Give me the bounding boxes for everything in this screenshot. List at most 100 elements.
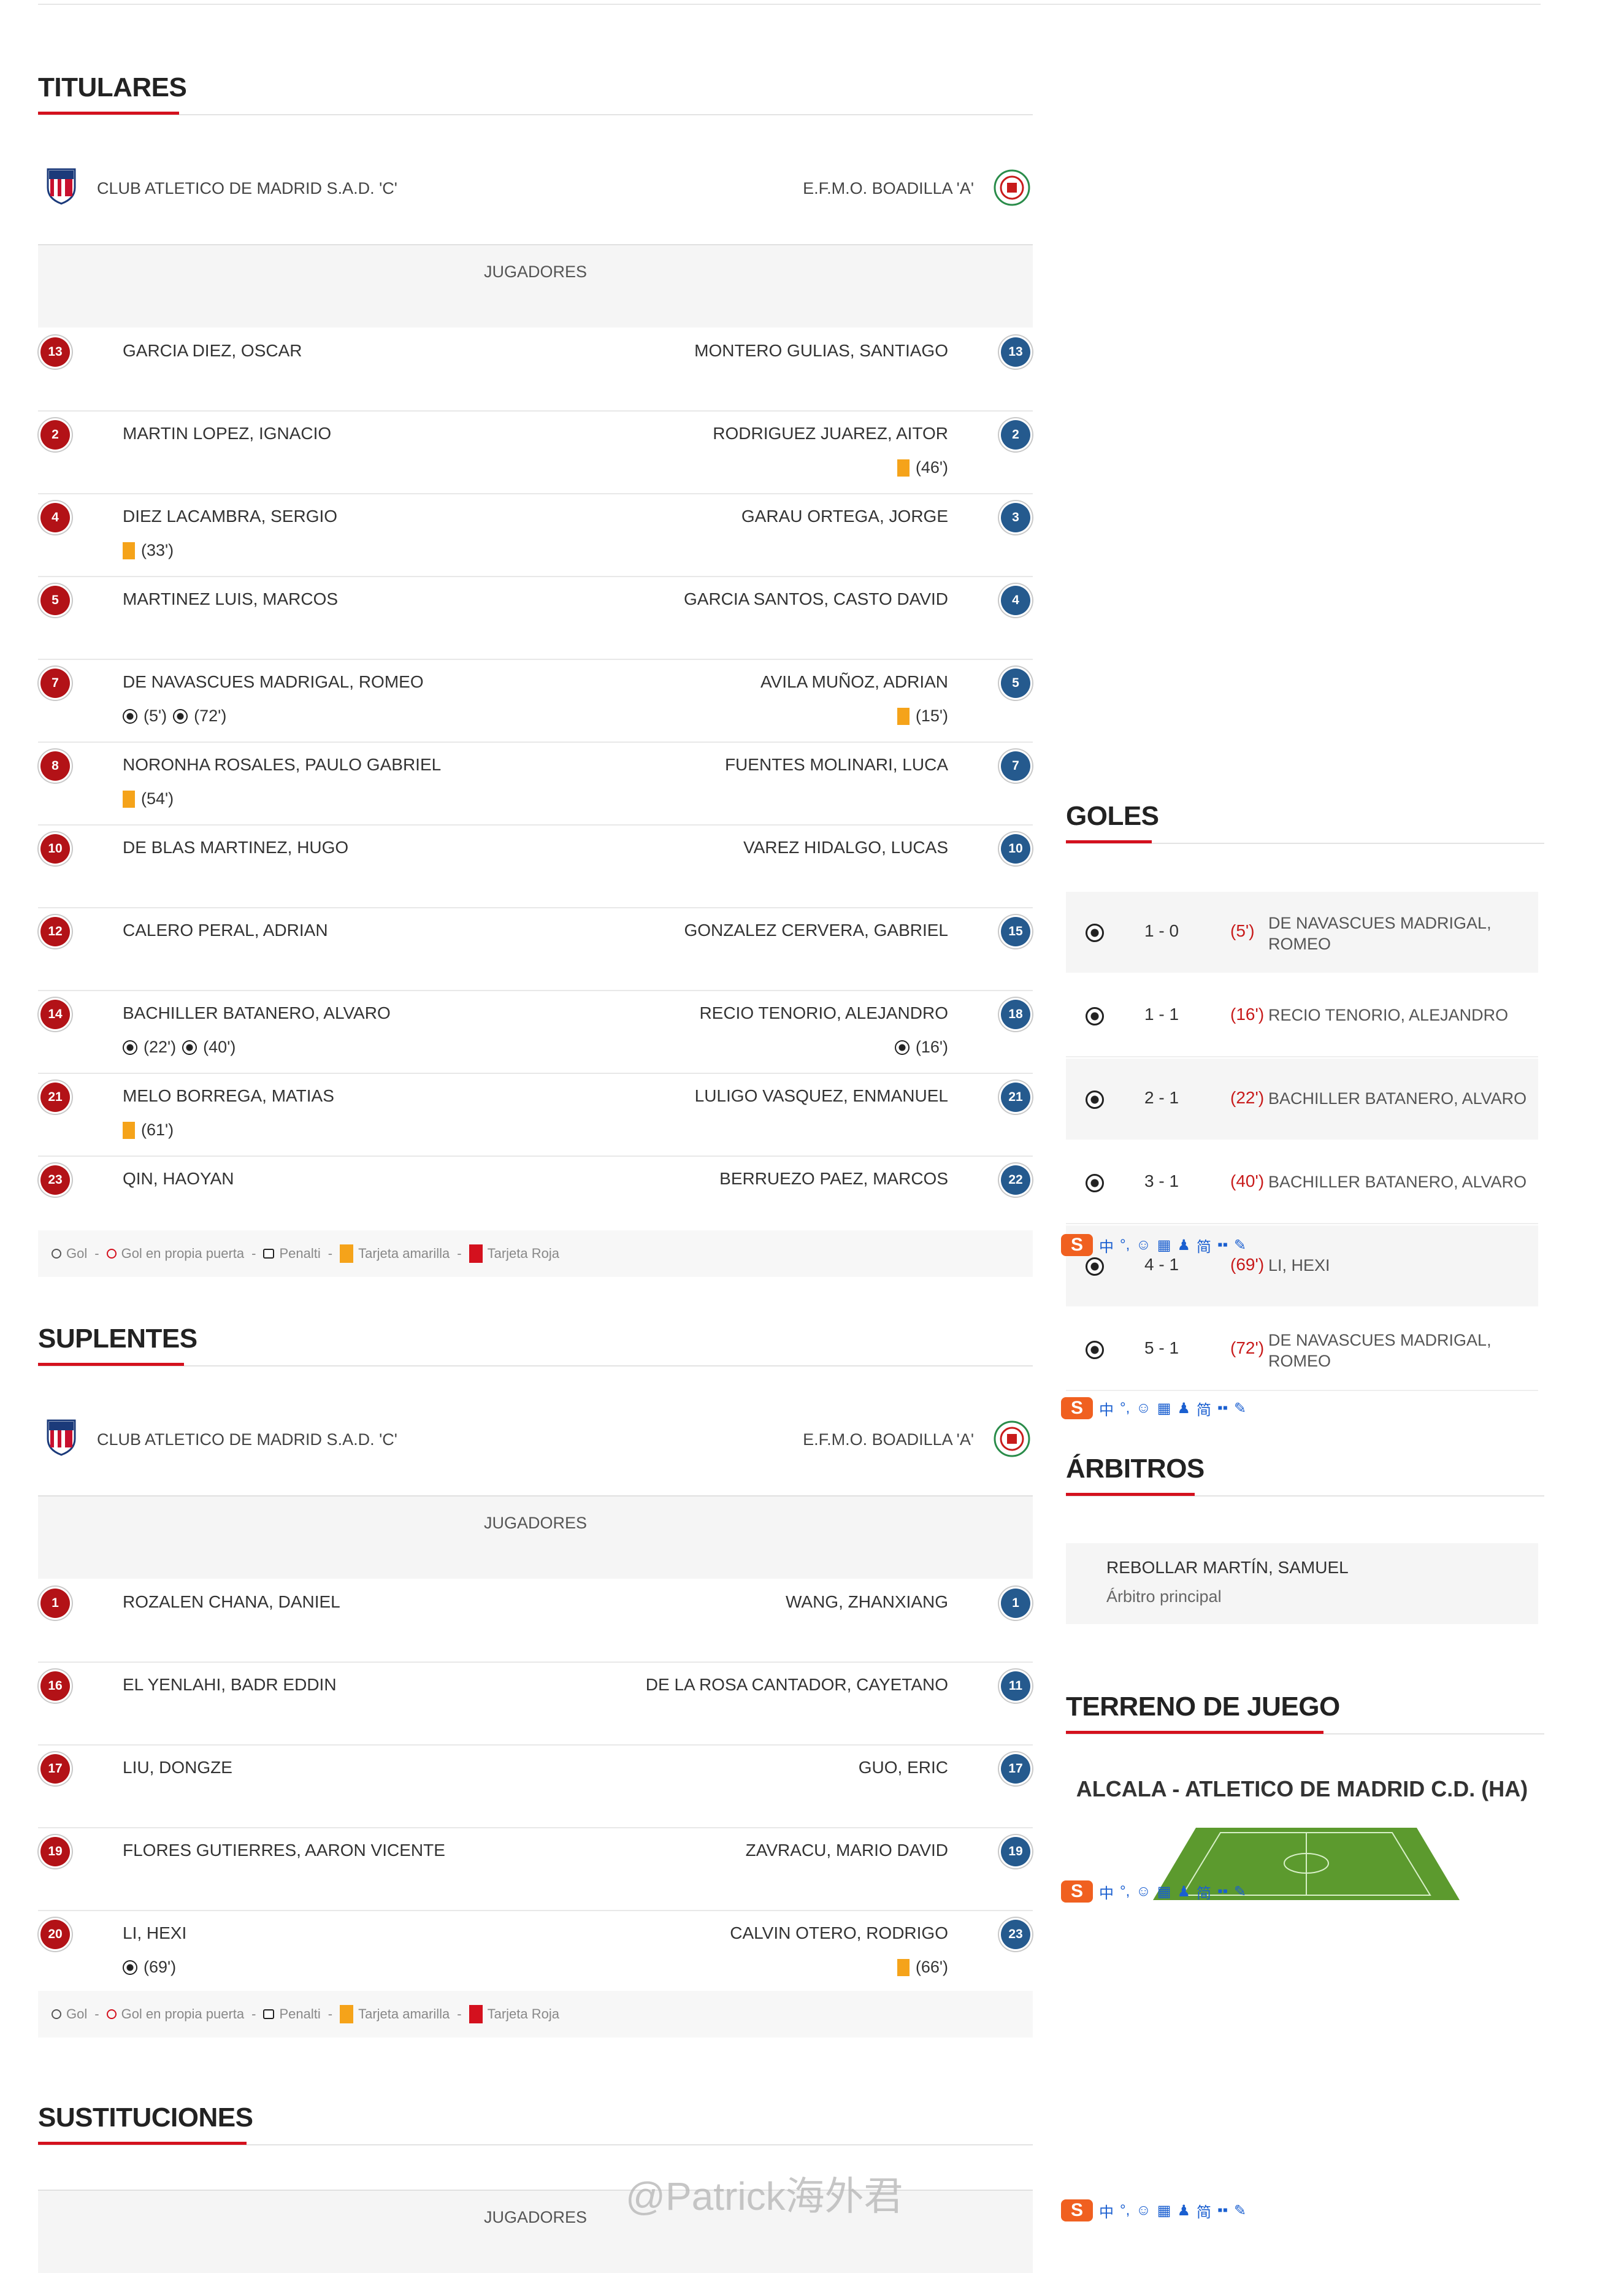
away-team-name[interactable]: E.F.M.O. BOADILLA 'A' — [803, 179, 974, 197]
home-player-name[interactable]: MELO BORREGA, MATIAS — [123, 1086, 334, 1105]
home-team-name[interactable]: CLUB ATLETICO DE MADRID S.A.D. 'C' — [97, 1430, 397, 1449]
away-shirt-number: 2 — [1001, 420, 1030, 450]
player-row: 1 ROZALEN CHANA, DANIEL WANG, ZHANXIANG 1 — [38, 1580, 1033, 1663]
ime-tool-icon[interactable]: 中 — [1099, 1885, 1114, 1902]
ime-tool-icon[interactable]: 简 — [1196, 1885, 1211, 1902]
ime-tool-icon[interactable]: 中 — [1099, 1401, 1114, 1419]
away-shirt-number: 19 — [1001, 1837, 1030, 1866]
ime-tool-icon[interactable]: ♟ — [1177, 1400, 1190, 1417]
away-player-name[interactable]: LULIGO VASQUEZ, ENMANUEL — [694, 1086, 948, 1105]
ime-logo-icon[interactable]: S — [1061, 1397, 1093, 1419]
ime-tool-icon[interactable]: ☺ — [1136, 1236, 1151, 1253]
home-player-name[interactable]: LIU, DONGZE — [123, 1758, 232, 1777]
ime-tool-icon[interactable]: ☺ — [1136, 1883, 1151, 1899]
home-player-name[interactable]: NORONHA ROSALES, PAULO GABRIEL — [123, 755, 442, 774]
away-player-name[interactable]: GUO, ERIC — [858, 1758, 948, 1777]
ime-logo-icon[interactable]: S — [1061, 1234, 1093, 1256]
away-player-name[interactable]: RODRIGUEZ JUAREZ, AITOR — [713, 424, 948, 443]
legend-label: Penalti — [279, 1246, 321, 1261]
away-player-name[interactable]: BERRUEZO PAEZ, MARCOS — [719, 1169, 948, 1188]
goal-ball-icon — [182, 1040, 197, 1055]
goal-scorer[interactable]: RECIO TENORIO, ALEJANDRO — [1268, 1006, 1509, 1024]
ime-tool-icon[interactable]: ☺ — [1136, 1400, 1151, 1416]
away-team-name[interactable]: E.F.M.O. BOADILLA 'A' — [803, 1430, 974, 1449]
ime-tool-icon[interactable]: 中 — [1099, 1238, 1114, 1255]
venue-name[interactable]: ALCALA - ATLETICO DE MADRID C.D. (HA) — [1076, 1776, 1528, 1801]
ime-tool-icon[interactable]: ✎ — [1234, 2202, 1247, 2219]
yellow-card-icon — [123, 790, 135, 808]
players-header-label: JUGADORES — [483, 2208, 588, 2226]
ime-toolbar[interactable]: S 中 °, ☺ ▦ ♟ 简 ▪▪ ✎ — [1061, 1396, 1246, 1420]
ime-logo-icon[interactable]: S — [1061, 1880, 1093, 1903]
goal-ball-icon — [1086, 1257, 1104, 1276]
goal-scorer[interactable]: BACHILLER BATANERO, ALVARO — [1268, 1173, 1527, 1191]
ime-tool-icon[interactable]: ✎ — [1234, 1883, 1247, 1900]
away-player-name[interactable]: GARAU ORTEGA, JORGE — [741, 507, 948, 526]
goal-scorer[interactable]: BACHILLER BATANERO, ALVARO — [1268, 1089, 1527, 1108]
event-minute: (69') — [144, 1958, 177, 1976]
ime-toolbar[interactable]: S 中 °, ☺ ▦ ♟ 简 ▪▪ ✎ — [1061, 2198, 1246, 2223]
away-player-name[interactable]: RECIO TENORIO, ALEJANDRO — [699, 1003, 948, 1022]
goal-scorer[interactable]: DE NAVASCUES MADRIGAL, ROMEO — [1268, 1331, 1492, 1370]
ime-tool-icon[interactable]: °, — [1120, 1400, 1130, 1416]
ime-tool-icon[interactable]: ♟ — [1177, 1236, 1190, 1254]
team-header-titulares: CLUB ATLETICO DE MADRID S.A.D. 'C' E.F.M… — [38, 153, 1033, 221]
ime-tool-icon[interactable]: ▪▪ — [1217, 1883, 1228, 1899]
away-player-name[interactable]: GONZALEZ CERVERA, GABRIEL — [684, 921, 949, 940]
ime-tool-icon[interactable]: ▪▪ — [1217, 1236, 1228, 1253]
home-player-name[interactable]: DE BLAS MARTINEZ, HUGO — [123, 838, 349, 857]
ime-tool-icon[interactable]: ☺ — [1136, 2202, 1151, 2218]
away-player-name[interactable]: WANG, ZHANXIANG — [786, 1592, 948, 1611]
ime-tool-icon[interactable]: 简 — [1196, 1401, 1211, 1419]
ime-toolbar[interactable]: S 中 °, ☺ ▦ ♟ 简 ▪▪ ✎ — [1061, 1879, 1246, 1904]
event-list: (33') — [123, 541, 174, 560]
home-player-name[interactable]: DIEZ LACAMBRA, SERGIO — [123, 507, 338, 526]
ime-tool-icon[interactable]: °, — [1120, 2202, 1130, 2218]
ime-logo-icon[interactable]: S — [1061, 2199, 1093, 2221]
home-player-name[interactable]: QIN, HAOYAN — [123, 1169, 234, 1188]
ime-tool-icon[interactable]: ▦ — [1157, 1883, 1171, 1900]
player-row: 17 LIU, DONGZE GUO, ERIC 17 — [38, 1746, 1033, 1828]
goal-scorer[interactable]: DE NAVASCUES MADRIGAL, ROMEO — [1268, 914, 1492, 953]
ime-tool-icon[interactable]: ▪▪ — [1217, 1400, 1228, 1416]
away-player-name[interactable]: FUENTES MOLINARI, LUCA — [724, 755, 948, 774]
ime-tool-icon[interactable]: ✎ — [1234, 1400, 1247, 1417]
away-player-name[interactable]: ZAVRACU, MARIO DAVID — [745, 1841, 948, 1860]
ime-tool-icon[interactable]: ▦ — [1157, 2202, 1171, 2219]
home-player-name[interactable]: LI, HEXI — [123, 1923, 187, 1942]
home-player-name[interactable]: MARTINEZ LUIS, MARCOS — [123, 589, 339, 608]
ime-tool-icon[interactable]: ▪▪ — [1217, 2202, 1228, 2218]
ime-tool-icon[interactable]: ♟ — [1177, 2202, 1190, 2219]
home-player-name[interactable]: BACHILLER BATANERO, ALVARO — [123, 1003, 391, 1022]
away-player-name[interactable]: AVILA MUÑOZ, ADRIAN — [760, 672, 948, 691]
home-player-name[interactable]: CALERO PERAL, ADRIAN — [123, 921, 328, 940]
home-player-name[interactable]: FLORES GUTIERRES, AARON VICENTE — [123, 1841, 445, 1860]
home-player-name[interactable]: GARCIA DIEZ, OSCAR — [123, 341, 302, 360]
goal-ball-icon — [894, 1040, 910, 1055]
ime-tool-icon[interactable]: ♟ — [1177, 1883, 1190, 1900]
away-player-name[interactable]: MONTERO GULIAS, SANTIAGO — [694, 341, 948, 360]
event-list: (5') (72') — [123, 707, 226, 726]
section-rule — [38, 114, 1033, 115]
legend-label: Gol en propia puerta — [121, 1246, 245, 1261]
ime-tool-icon[interactable]: 简 — [1196, 1238, 1211, 1255]
ime-tool-icon[interactable]: °, — [1120, 1883, 1130, 1899]
ime-tool-icon[interactable]: ✎ — [1234, 1236, 1247, 1254]
ime-tool-icon[interactable]: ▦ — [1157, 1236, 1171, 1254]
home-player-name[interactable]: EL YENLAHI, BADR EDDIN — [123, 1675, 337, 1694]
away-player-name[interactable]: GARCIA SANTOS, CASTO DAVID — [684, 589, 948, 608]
home-team-name[interactable]: CLUB ATLETICO DE MADRID S.A.D. 'C' — [97, 179, 397, 197]
away-player-name[interactable]: CALVIN OTERO, RODRIGO — [730, 1923, 948, 1942]
ime-tool-icon[interactable]: ▦ — [1157, 1400, 1171, 1417]
ime-tool-icon[interactable]: 简 — [1196, 2204, 1211, 2221]
ime-toolbar[interactable]: S 中 °, ☺ ▦ ♟ 简 ▪▪ ✎ — [1061, 1233, 1246, 1257]
home-player-name[interactable]: MARTIN LOPEZ, IGNACIO — [123, 424, 332, 443]
ime-tool-icon[interactable]: °, — [1120, 1236, 1130, 1253]
away-player-name[interactable]: DE LA ROSA CANTADOR, CAYETANO — [645, 1675, 948, 1694]
home-player-name[interactable]: DE NAVASCUES MADRIGAL, ROMEO — [123, 672, 424, 691]
ime-tool-icon[interactable]: 中 — [1099, 2204, 1114, 2221]
home-player-name[interactable]: ROZALEN CHANA, DANIEL — [123, 1592, 340, 1611]
goal-scorer[interactable]: LI, HEXI — [1268, 1256, 1330, 1274]
event-list: (54') — [123, 789, 174, 808]
away-player-name[interactable]: VAREZ HIDALGO, LUCAS — [743, 838, 948, 857]
